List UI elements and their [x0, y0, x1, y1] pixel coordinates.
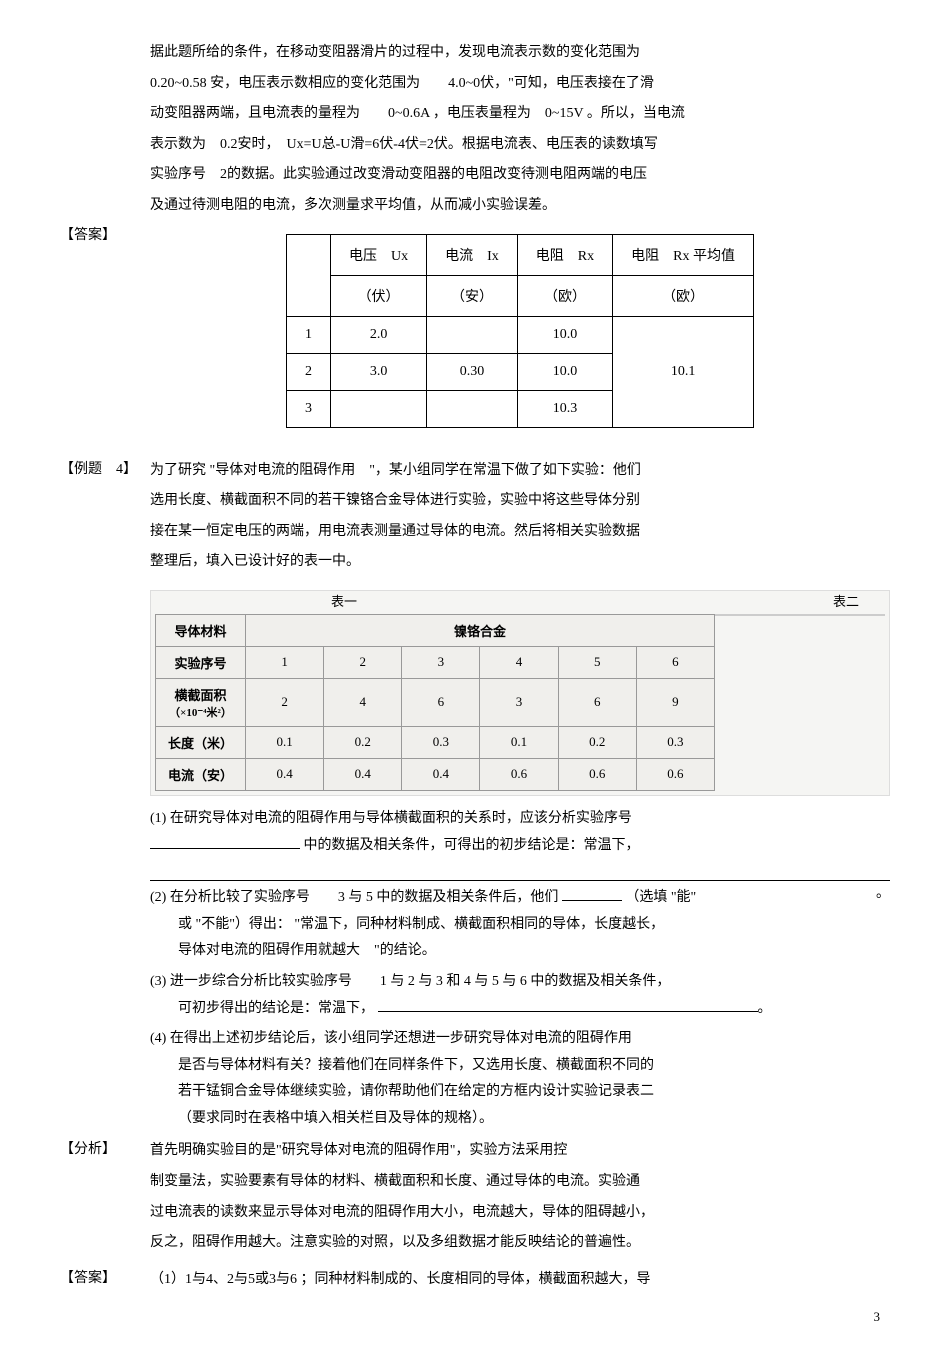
intro-p3: 动变阻器两端，且电流表的量程为 0~0.6A ，电压表量程为 0~15V 。所以…	[150, 101, 890, 128]
unit-current: （安）	[427, 275, 518, 316]
page-number: 3	[874, 1309, 881, 1325]
blank-q2	[562, 885, 622, 901]
ex4-p1: 为了研究 "导体对电流的阻碍作用 "，某小组同学在常温下做了如下实验：他们	[150, 458, 890, 485]
experiment-table-image: 表一 表二 导体材料 镍铬合金 实验序号 1 2 3 4 5 6 横截面积 （×…	[150, 590, 890, 796]
q4: (4) 在得出上述初步结论后，该小组同学还想进一步研究导体对电流的阻碍作用 是否…	[150, 1026, 890, 1132]
exp-r4-v4: 0.2	[558, 726, 636, 758]
row3-col0: 3	[287, 390, 331, 427]
example4-label: 【例题 4】	[60, 458, 150, 478]
unit-avg: （欧）	[613, 275, 754, 316]
row1-col1: 2.0	[331, 316, 427, 353]
row1-col0: 1	[287, 316, 331, 353]
ex4-p3: 接在某一恒定电压的两端，用电流表测量通过导体的电流。然后将相关实验数据	[150, 519, 890, 546]
intro-p5: 实验序号 2的数据。此实验通过改变滑动变阻器的电阻改变待测电阻两端的电压	[150, 162, 890, 189]
analysis-p3: 过电流表的读数来显示导体对电流的阻碍作用大小，电流越大，导体的阻碍越小，	[150, 1200, 890, 1227]
exp-r2-v4: 5	[558, 646, 636, 678]
th-resistance: 电阻 Rx	[517, 234, 612, 275]
analysis-p2: 制变量法，实验要素有导体的材料、横截面积和长度、通过导体的电流。实验通	[150, 1169, 890, 1196]
q2: (2) 在分析比较了实验序号 3 与 5 中的数据及相关条件后，他们 （选填 "…	[150, 885, 890, 965]
exp-r4-label: 长度（米）	[156, 726, 246, 758]
exp-r2-label: 实验序号	[156, 646, 246, 678]
th-blank	[287, 234, 331, 316]
exp-r1-val: 镍铬合金	[246, 614, 715, 646]
exp-r3-v2: 6	[402, 678, 480, 726]
exp-r3-label: 横截面积 （×10⁻⁴米²）	[156, 678, 246, 726]
exp-r3-v1: 4	[324, 678, 402, 726]
row3-col3: 10.3	[517, 390, 612, 427]
exp-r2-v3: 4	[480, 646, 558, 678]
analysis-label: 【分析】	[60, 1138, 150, 1158]
th-avg: 电阻 Rx 平均值	[613, 234, 754, 275]
ex4-p2: 选用长度、横截面积不同的若干镍铬合金导体进行实验，实验中将这些导体分别	[150, 488, 890, 515]
q3: (3) 进一步综合分析比较实验序号 1 与 2 与 3 和 4 与 5 与 6 …	[150, 969, 890, 1022]
exp-r5-v2: 0.4	[402, 758, 480, 790]
analysis-p4: 反之，阻碍作用越大。注意实验的对照，以及多组数据才能反映结论的普遍性。	[150, 1230, 890, 1257]
intro-p6: 及通过待测电阻的电流，多次测量求平均值，从而减小实验误差。	[150, 193, 890, 220]
exp-r5-label: 电流（安）	[156, 758, 246, 790]
row2-col1: 3.0	[331, 353, 427, 390]
results-table: 电压 Ux 电流 Ix 电阻 Rx 电阻 Rx 平均值 （伏） （安） （欧） …	[286, 234, 754, 428]
row1-col3: 10.0	[517, 316, 612, 353]
row3-col1	[331, 390, 427, 427]
table2-placeholder	[715, 614, 885, 616]
intro-p2: 0.20~0.58 安，电压表示数相应的变化范围为 4.0~0伏，"可知，电压表…	[150, 71, 890, 98]
table1-label: 表一	[331, 591, 357, 610]
table2-label: 表二	[833, 591, 859, 610]
row1-col2	[427, 316, 518, 353]
th-current: 电流 Ix	[427, 234, 518, 275]
exp-r4-v3: 0.1	[480, 726, 558, 758]
exp-r3-v0: 2	[246, 678, 324, 726]
answer-label: 【答案】	[60, 224, 150, 244]
exp-r2-v1: 2	[324, 646, 402, 678]
exp-r5-v4: 0.6	[558, 758, 636, 790]
exp-r1-label: 导体材料	[156, 614, 246, 646]
exp-r3-v3: 3	[480, 678, 558, 726]
row2-col3: 10.0	[517, 353, 612, 390]
exp-r4-v5: 0.3	[636, 726, 714, 758]
exp-r5-v1: 0.4	[324, 758, 402, 790]
avg-cell: 10.1	[613, 316, 754, 427]
unit-resistance: （欧）	[517, 275, 612, 316]
intro-p1: 据此题所给的条件，在移动变阻器滑片的过程中，发现电流表示数的变化范围为	[150, 40, 890, 67]
blank-q1a	[150, 833, 300, 849]
exp-r2-v2: 3	[402, 646, 480, 678]
ex4-p4: 整理后，填入已设计好的表一中。	[150, 549, 890, 576]
exp-r4-v1: 0.2	[324, 726, 402, 758]
blank-q3	[378, 996, 758, 1012]
row2-col2: 0.30	[427, 353, 518, 390]
analysis-p1: 首先明确实验目的是"研究导体对电流的阻碍作用"，实验方法采用控	[150, 1138, 890, 1165]
blank-q1b	[150, 865, 890, 881]
row2-col0: 2	[287, 353, 331, 390]
exp-r5-v0: 0.4	[246, 758, 324, 790]
exp-r5-v5: 0.6	[636, 758, 714, 790]
intro-p4: 表示数为 0.2安时， Ux=U总-U滑=6伏-4伏=2伏。根据电流表、电压表的…	[150, 132, 890, 159]
exp-r5-v3: 0.6	[480, 758, 558, 790]
exp-r2-v0: 1	[246, 646, 324, 678]
q1: (1) 在研究导体对电流的阻碍作用与导体横截面积的关系时，应该分析实验序号 中的…	[150, 806, 890, 881]
exp-r4-v2: 0.3	[402, 726, 480, 758]
exp-r3-v4: 6	[558, 678, 636, 726]
exp-r3-v5: 9	[636, 678, 714, 726]
row3-col2	[427, 390, 518, 427]
th-voltage: 电压 Ux	[331, 234, 427, 275]
answer2-p1: （1）1与4、2与5或3与6 ；同种材料制成的、长度相同的导体，横截面积越大，导	[150, 1267, 890, 1294]
exp-r2-v5: 6	[636, 646, 714, 678]
unit-voltage: （伏）	[331, 275, 427, 316]
exp-r4-v0: 0.1	[246, 726, 324, 758]
answer2-label: 【答案】	[60, 1267, 150, 1287]
